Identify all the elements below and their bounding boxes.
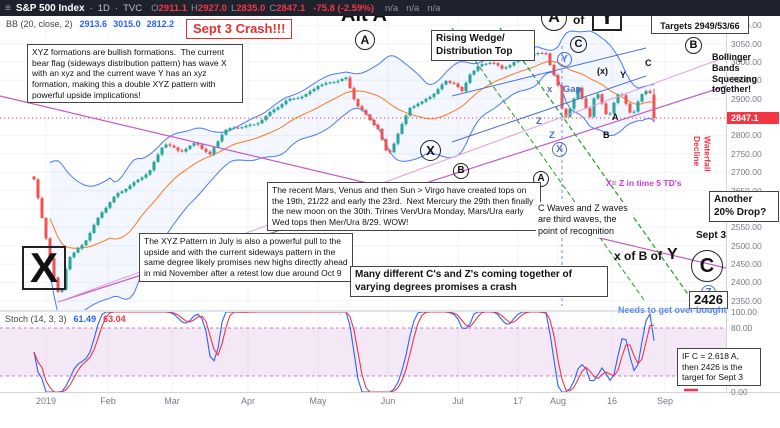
if-c-target-note[interactable]: IF C = 2.618 A, then 2426 is the target … [677, 348, 761, 386]
price-tick-label: 2450.00 [731, 259, 762, 270]
price-tick-label: 2400.00 [731, 277, 762, 288]
wave-b-circle-mid[interactable]: B [453, 163, 469, 179]
wave-y-small-label[interactable]: Y [620, 70, 627, 80]
wave-x-circle-aug[interactable]: X [552, 142, 567, 157]
stoch-tick-label: 0.00 [731, 387, 748, 397]
ohlc-values: O2911.1 H2927.0 L2835.0 C2847.1 [151, 2, 306, 14]
price-tick-label: 3000.00 [731, 56, 762, 67]
price-tick-label: 2700.00 [731, 167, 762, 178]
stoch-band [0, 328, 726, 376]
exchange-label: TVC [123, 2, 143, 14]
wave-z1-label[interactable]: Z [536, 116, 542, 127]
price-tick-label: 2500.00 [731, 240, 762, 251]
stoch-d-value: 63.04 [103, 314, 126, 324]
interval-label[interactable]: 1D [97, 2, 110, 14]
change-value: -75.8 (-2.59%) [313, 2, 374, 14]
wedge-line-upper[interactable] [451, 47, 647, 97]
separator-dot: · [114, 2, 119, 14]
wave-x-paren-label[interactable]: (x) [597, 66, 608, 76]
x-of-b-of-label[interactable]: x of B of [614, 249, 662, 263]
wedge-line-lower[interactable] [451, 75, 647, 143]
wave-y-circle-jul[interactable]: Y [557, 52, 572, 67]
indicator-legend-bb[interactable]: BB (20, close, 2) 2913.6 3015.0 2812.2 [6, 19, 180, 29]
separator-dot: · [89, 2, 93, 14]
mars-venus-note[interactable]: The recent Mars, Venus and then Sun > Vi… [267, 182, 541, 231]
bollinger-squeeze-note[interactable]: Bollinger Bands Squeezing together! [712, 52, 760, 95]
wave-b-small-label[interactable]: B [603, 130, 610, 140]
xyz-july-note[interactable]: The XYZ Pattern in July is also a powerf… [139, 233, 353, 282]
time-tick-label: 16 [606, 396, 618, 406]
time-tick-label: 17 [512, 396, 524, 406]
rising-wedge-note[interactable]: Rising Wedge/ Distribution Top [431, 30, 535, 61]
current-price-tag: 2847.1 [727, 112, 779, 125]
stoch-d-line [33, 311, 655, 393]
time-tick-label: Mar [164, 396, 180, 406]
time-axis[interactable] [0, 392, 780, 411]
price-tick-label: 2750.00 [731, 148, 762, 159]
big-x-label[interactable]: X [22, 246, 67, 290]
overbought-note[interactable]: Needs to get over bought [618, 305, 727, 315]
wave-y-bottom-label[interactable]: Y [667, 246, 678, 263]
time-tick-label: Sep [656, 396, 674, 406]
wave-c-circle-top[interactable]: C [570, 36, 587, 53]
time-tick-label: Apr [240, 396, 256, 406]
x-equals-z-note[interactable]: X= Z in time 5 TD's [606, 178, 682, 188]
bb-indicator-name: BB (20, close, 2) [6, 19, 73, 29]
bb-indicator-values: 2913.6 3015.0 2812.2 [79, 19, 175, 29]
stoch-tick-label: 80.00 [731, 323, 753, 333]
another-drop-note[interactable]: Another 20% Drop? [709, 191, 779, 222]
na-values: n/a n/a n/a [385, 2, 441, 14]
wave-z2-label[interactable]: Z [549, 130, 555, 141]
gap-label[interactable]: x Gap [547, 84, 582, 95]
price-tick-label: 3050.00 [731, 38, 762, 49]
of-label[interactable]: of [573, 13, 585, 27]
wave-b-circle-topright[interactable]: B [685, 37, 702, 54]
menu-icon[interactable]: ≡ [5, 2, 11, 14]
wave-c-small-label[interactable]: C [645, 58, 652, 68]
time-tick-label: Feb [100, 396, 116, 406]
wave-a-alt-circle[interactable]: A [355, 30, 375, 50]
time-tick-label: 2019 [35, 396, 57, 406]
price-tick-label: 2650.00 [731, 186, 762, 196]
panel-separator[interactable] [0, 310, 726, 312]
price-tick-label: 2900.00 [731, 93, 762, 104]
waterfall-decline-label[interactable]: Waterfall Decline [692, 136, 713, 172]
time-tick-label: Jul [452, 396, 464, 406]
wave-a-circle-mid[interactable]: A [533, 171, 549, 187]
time-tick-label: Aug [549, 396, 567, 406]
wave-c-circle-big[interactable]: C [691, 250, 723, 282]
sept3-date-label[interactable]: Sept 3 [696, 230, 727, 241]
indicator-legend-stoch[interactable]: Stoch (14, 3, 3) 61.49 63.04 [5, 314, 126, 324]
bb-upper [49, 30, 655, 187]
target-2426-label[interactable]: 2426 [689, 291, 728, 309]
wave-a-small-label[interactable]: A [612, 112, 619, 122]
price-tick-label: 2550.00 [731, 222, 762, 233]
cz-third-waves-note[interactable]: C Waves and Z waves are third waves, the… [536, 202, 632, 238]
price-tick-label: 2800.00 [731, 130, 762, 141]
chart-header: ≡ S&P 500 Index · 1D · TVC O2911.1 H2927.… [0, 0, 780, 16]
time-tick-label: Jun [380, 396, 396, 406]
time-tick-label: May [309, 396, 327, 406]
symbol-name[interactable]: S&P 500 Index [15, 2, 85, 14]
xyz-formations-note[interactable]: XYZ formations are bullish formations. T… [27, 44, 243, 104]
price-tick-label: 2950.00 [731, 75, 762, 86]
stoch-indicator-name: Stoch (14, 3, 3) [5, 314, 67, 324]
stoch-tick-label: 100.00 [731, 307, 757, 317]
wave-x-circle-mid[interactable]: X [420, 140, 441, 161]
many-cz-note[interactable]: Many different C's and Z's coming togeth… [350, 266, 608, 297]
bb-basis [49, 60, 655, 249]
price-tick-label: 2350.00 [731, 295, 762, 306]
sept3-crash-label[interactable]: Sept 3 Crash!!! [186, 19, 293, 39]
stoch-k-value: 61.49 [73, 314, 97, 324]
